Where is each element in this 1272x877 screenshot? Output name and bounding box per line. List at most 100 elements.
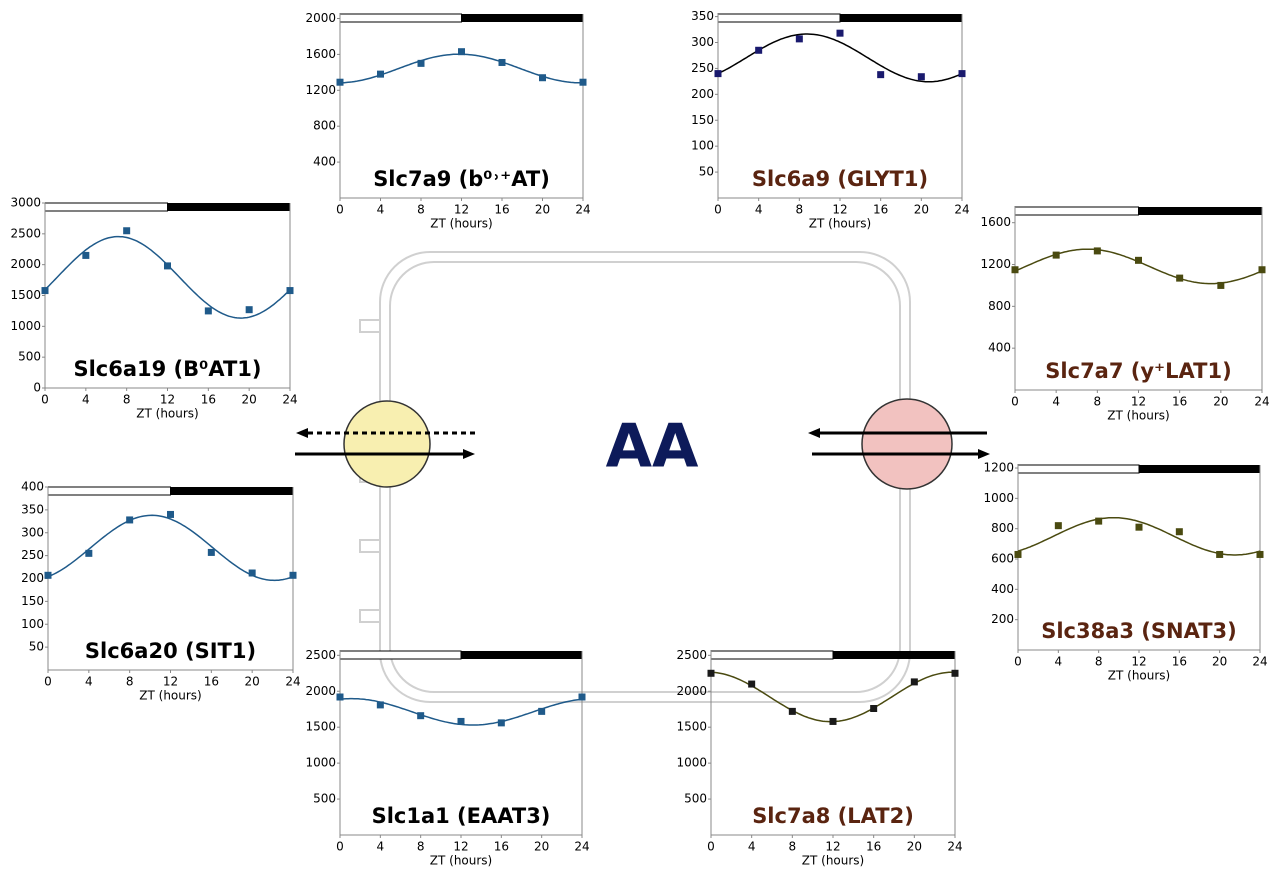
x-tick-label: 20 [535,203,550,217]
y-tick-label: 150 [691,113,714,127]
dark-bar [833,651,955,659]
data-point [579,78,587,86]
arrows [295,428,990,459]
y-tick-label: 2500 [10,226,41,240]
y-tick-label: 1000 [10,319,41,333]
data-point [1135,523,1143,531]
y-tick-label: 400 [313,155,336,169]
data-point [538,707,546,715]
x-tick-label: 8 [789,840,797,854]
y-tick-label: 3000 [10,196,41,210]
fit-curve [1014,248,1263,285]
light-bar [1017,464,1140,474]
fit-curve [340,53,583,84]
data-point [917,73,925,81]
chart-title: Slc6a9 (GLYT1) [752,167,928,191]
arrowhead [463,449,475,459]
x-tick-label: 4 [755,203,763,217]
chart: 0 500 1000 1500 2000 2500 3000 0 4 8 12 16 20 24 ZT (h… [10,196,297,421]
dark-bar [1138,207,1262,215]
y-tick-label: 2000 [10,257,41,271]
light-bar [47,486,171,496]
data-point [458,48,465,56]
arrowhead [808,428,820,438]
dark-bar [170,487,293,495]
x-axis-label: ZT (hours) [430,854,492,868]
x-tick-label: 24 [1252,655,1267,669]
x-tick-label: 8 [126,675,134,689]
x-tick-label: 8 [123,393,131,407]
data-point [755,46,763,54]
x-tick-label: 12 [1131,395,1146,409]
y-tick-label: 0 [33,381,41,395]
data-point [1052,251,1060,259]
data-point [877,71,885,79]
dark-bar [840,14,962,22]
data-point [204,307,212,315]
x-tick-label: 16 [494,203,509,217]
x-tick-label: 24 [575,203,590,217]
x-tick-label: 16 [1172,395,1187,409]
chart-title: Slc7a8 (LAT2) [752,804,914,828]
x-tick-label: 12 [454,203,469,217]
fit-curve [44,235,291,319]
x-axis-label: ZT (hours) [809,217,871,231]
y-tick-label: 800 [313,119,336,133]
y-tick-label: 500 [684,792,707,806]
x-tick-label: 20 [242,393,257,407]
data-point [910,678,918,686]
data-point [1135,256,1142,264]
data-point [539,74,546,82]
chart: 400 800 1200 1600 2000 0 4 8 12 16 20 24 ZT (hours) S… [305,11,590,231]
data-point [164,262,171,270]
data-point [1216,550,1224,558]
chart: 50 100 150 200 250 300 350 400 0 4 8 12 16 20 24 ZT (ho… [21,480,301,703]
x-tick-label: 4 [1055,655,1063,669]
data-point [497,719,505,727]
data-point [870,705,878,712]
dark-bar [461,651,582,659]
arrowhead [296,428,308,438]
chart: 400 800 1200 1600 0 4 8 12 16 20 24 ZT (hours) Slc7a… [980,206,1270,423]
y-tick-label: 2500 [676,648,707,662]
y-tick-label: 2000 [305,684,336,698]
data-point [1258,266,1266,274]
x-tick-label: 20 [1212,655,1227,669]
x-tick-label: 0 [1011,395,1019,409]
data-point [336,693,344,701]
x-axis-label: ZT (hours) [430,217,492,231]
y-tick-label: 400 [21,480,44,494]
data-point [126,516,134,524]
data-point [1256,550,1264,558]
data-point [498,58,506,66]
x-tick-label: 20 [1213,395,1228,409]
x-tick-label: 12 [1131,655,1146,669]
x-tick-label: 16 [1172,655,1187,669]
outer-membrane [379,251,911,703]
fit-curve [1017,516,1261,556]
data-point [707,669,715,677]
data-point [1093,247,1101,255]
x-tick-label: 16 [866,840,881,854]
y-tick-label: 200 [21,571,44,585]
y-tick-label: 100 [21,617,44,631]
y-tick-label: 1000 [305,756,336,770]
data-point [286,287,294,295]
x-tick-label: 8 [417,840,425,854]
data-point [248,569,256,577]
data-point [123,227,131,235]
y-tick-label: 800 [988,299,1011,313]
data-point [44,571,52,579]
y-tick-label: 1000 [983,491,1014,505]
x-tick-label: 0 [41,393,49,407]
y-tick-label: 2000 [676,684,707,698]
x-tick-label: 20 [907,840,922,854]
data-point [958,70,966,78]
y-tick-label: 1200 [305,83,336,97]
x-axis-label: ZT (hours) [136,407,198,421]
y-tick-label: 250 [21,548,44,562]
light-bar [1014,206,1139,216]
data-point [1175,528,1183,536]
dark-bar [461,14,583,22]
data-point [788,707,796,715]
